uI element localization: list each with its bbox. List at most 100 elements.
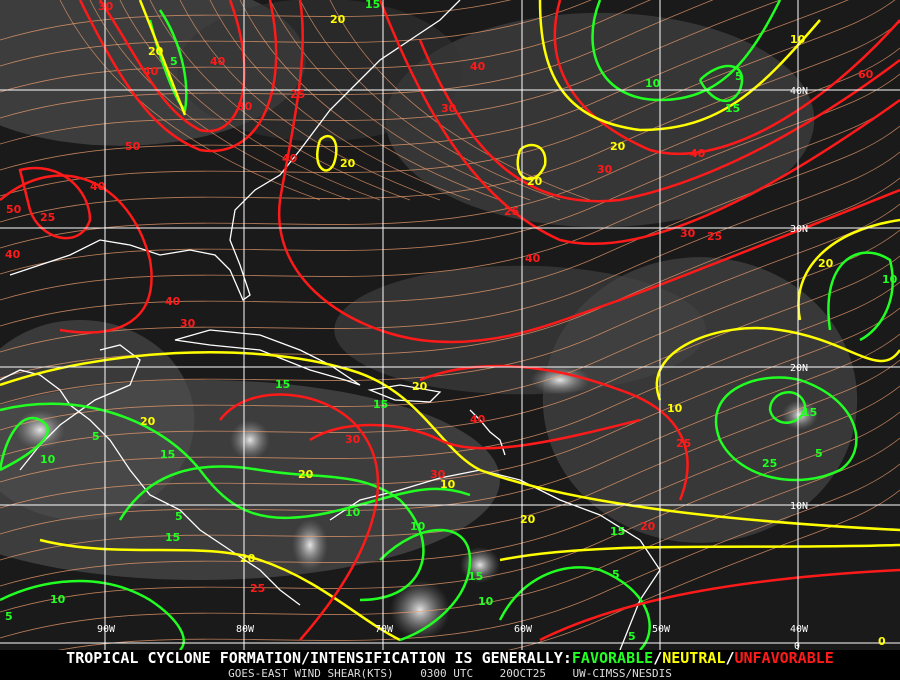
contour-value-label: 30 — [430, 468, 446, 481]
streamline — [0, 385, 900, 587]
contour-value-label: 15 — [160, 448, 175, 461]
streamline — [179, 0, 441, 201]
streamline — [0, 281, 900, 483]
favorable-contour — [0, 416, 49, 472]
contour-value-label: 25 — [707, 230, 722, 243]
contour-value-label: 10 — [667, 402, 683, 415]
unfavorable-contour — [378, 0, 900, 245]
contour-value-label: 40 — [143, 65, 159, 78]
moisture-band — [177, 0, 463, 142]
neutral-contour — [538, 0, 821, 132]
favorable-contour — [714, 376, 858, 482]
contour-value-label: 10 — [478, 595, 494, 608]
shear-contours — [0, 0, 900, 650]
unfavorable-contour — [419, 364, 689, 501]
contour-value-label: 15 — [802, 406, 817, 419]
contour-value-label: 40 — [165, 295, 181, 308]
coastline-antilles — [469, 409, 506, 456]
separator: / — [653, 649, 663, 667]
contour-value-label: 20 — [818, 257, 834, 270]
unfavorable-label: UNFAVORABLE — [734, 649, 834, 667]
latitude-label: 40N — [790, 86, 808, 97]
neutral-label: NEUTRAL — [662, 649, 726, 667]
contour-value-label: 20 — [527, 175, 543, 188]
contour-value-label: 20 — [148, 45, 164, 58]
streamline — [57, 463, 900, 650]
contour-value-label: 5 — [5, 610, 13, 623]
unfavorable-contour — [553, 0, 900, 156]
coastline-south-america — [329, 469, 661, 650]
latitude-label: 10N — [790, 501, 808, 512]
unfavorable-contour — [277, 0, 900, 344]
favorable-contour — [0, 402, 471, 519]
streamline — [149, 0, 411, 201]
streamline — [299, 0, 561, 201]
contour-value-label: 20 — [640, 520, 656, 533]
contour-value-label: 20 — [610, 140, 626, 153]
contour-value-label: 10 — [790, 33, 806, 46]
favorable-contour — [768, 391, 807, 424]
longitude-label: 40W — [790, 624, 809, 635]
contour-value-label: 30 — [237, 100, 253, 113]
contour-value-label: 20 — [412, 380, 428, 393]
streamline — [0, 99, 900, 301]
contour-value-label: 10 — [40, 453, 56, 466]
contour-value-label: 30 — [680, 227, 696, 240]
contour-value-label: 40 — [282, 152, 298, 165]
favorable-contour — [118, 465, 425, 602]
streamline — [0, 0, 782, 145]
neutral-contour — [0, 351, 900, 532]
unfavorable-contour — [539, 568, 900, 642]
streamline — [0, 0, 714, 119]
neutral-contour — [655, 326, 900, 401]
streamline — [0, 255, 900, 457]
contour-value-label: 5 — [612, 568, 620, 581]
contour-value-label: 40 — [470, 60, 486, 73]
streamlines — [0, 0, 900, 650]
headline: TROPICAL CYCLONE FORMATION/INTENSIFICATI… — [0, 650, 900, 666]
neutral-contour — [316, 134, 338, 172]
contour-value-label: 15 — [365, 0, 380, 11]
contour-value-label: 5 — [170, 55, 178, 68]
convective-cloud — [292, 519, 328, 571]
favorable-label: FAVORABLE — [571, 649, 654, 667]
contour-value-label: 10 — [345, 506, 361, 519]
contour-value-label: 5 — [92, 430, 100, 443]
streamline — [239, 0, 501, 201]
contour-value-label: 10 — [645, 77, 661, 90]
contour-value-label: 60 — [858, 68, 874, 81]
contour-value-label: 0 — [878, 635, 886, 648]
longitude-label: 90W — [97, 624, 116, 635]
contour-value-label: 30 — [345, 433, 361, 446]
contour-value-label: 15 — [373, 398, 388, 411]
contour-value-label: 15 — [275, 378, 290, 391]
streamline — [0, 21, 900, 223]
coastline-cuba — [174, 329, 361, 386]
favorable-contour — [827, 251, 894, 342]
streamline — [0, 125, 900, 327]
contour-value-label: 25 — [290, 88, 305, 101]
longitude-label: 60W — [514, 624, 533, 635]
contour-value-label: 40 — [470, 413, 486, 426]
contour-value-label: 25 — [250, 582, 265, 595]
streamline — [0, 0, 896, 197]
latitude-label: 0 — [794, 641, 800, 650]
latitude-label: 20N — [790, 363, 808, 374]
unfavorable-contour — [219, 393, 380, 641]
contour-value-label: 25 — [40, 211, 55, 224]
contour-value-label: 5 — [735, 70, 743, 83]
contour-value-label: 50 — [6, 203, 22, 216]
convective-cloud — [230, 420, 270, 460]
streamline — [119, 0, 381, 201]
neutral-contour — [39, 538, 401, 642]
contour-value-label: 10 — [440, 478, 456, 491]
streamline — [329, 0, 591, 201]
contour-value-label: 15 — [610, 525, 625, 538]
longitude-label: 50W — [652, 624, 671, 635]
contour-value-label: 50 — [125, 140, 141, 153]
moisture-band — [334, 265, 706, 395]
streamline — [59, 0, 321, 201]
contour-value-label: 30 — [180, 317, 196, 330]
